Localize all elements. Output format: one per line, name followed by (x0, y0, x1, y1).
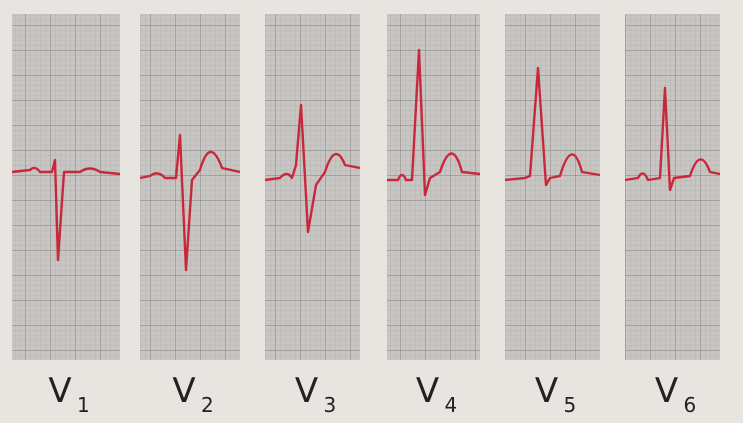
lead-subscript: 1 (77, 393, 90, 417)
lead-subscript: 3 (324, 393, 337, 417)
ecg-grid (12, 14, 120, 360)
ecg-grid (387, 14, 480, 360)
lead-label: V (295, 371, 318, 411)
lead-label: V (172, 371, 195, 411)
ecg-grid (505, 14, 600, 360)
lead-label: V (655, 371, 678, 411)
lead-subscript: 6 (684, 393, 697, 417)
lead-label: V (535, 371, 558, 411)
ecg-grid (140, 14, 240, 360)
lead-label: V (48, 371, 71, 411)
lead-label: V (416, 371, 439, 411)
ecg-grid (265, 14, 360, 360)
lead-subscript: 2 (201, 393, 214, 417)
page: V1V2V3V4V5V6 (() => { const data = JSON.… (0, 0, 743, 423)
lead-subscript: 4 (445, 393, 458, 417)
ecg-grid (625, 14, 720, 360)
ecg-figure: V1V2V3V4V5V6 (0, 0, 743, 423)
lead-subscript: 5 (564, 393, 577, 417)
